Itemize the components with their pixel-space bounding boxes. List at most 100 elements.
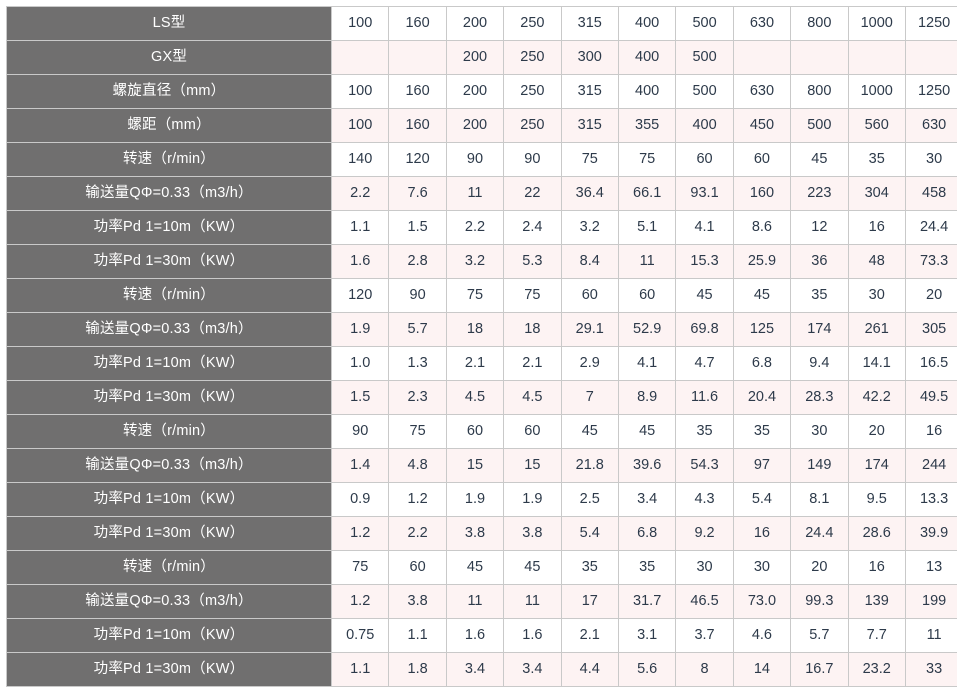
row-label-cell: 功率Pd 1=30m（KW） (7, 653, 332, 687)
data-cell: 35 (791, 279, 848, 313)
data-cell: 1.6 (332, 245, 389, 279)
data-cell: 1.1 (332, 211, 389, 245)
data-cell: 22 (504, 177, 561, 211)
data-cell: 120 (332, 279, 389, 313)
data-cell: 35 (676, 415, 733, 449)
data-cell: 5.4 (561, 517, 618, 551)
data-cell: 6.8 (733, 347, 790, 381)
data-cell: 11 (446, 585, 503, 619)
data-cell: 66.1 (618, 177, 675, 211)
data-cell: 15 (504, 449, 561, 483)
data-cell: 315 (561, 109, 618, 143)
data-cell: 199 (905, 585, 957, 619)
data-cell: 46.5 (676, 585, 733, 619)
data-cell: 9.4 (791, 347, 848, 381)
data-cell: 93.1 (676, 177, 733, 211)
data-cell: 2.5 (561, 483, 618, 517)
data-cell: 174 (848, 449, 905, 483)
data-cell: 60 (446, 415, 503, 449)
data-cell: 75 (504, 279, 561, 313)
data-cell: 28.3 (791, 381, 848, 415)
data-cell: 160 (733, 177, 790, 211)
row-label-cell: 螺距（mm） (7, 109, 332, 143)
data-cell: 200 (446, 75, 503, 109)
data-cell: 28.6 (848, 517, 905, 551)
data-cell: 200 (446, 41, 503, 75)
data-cell: 24.4 (791, 517, 848, 551)
data-cell: 7.7 (848, 619, 905, 653)
data-cell: 4.5 (446, 381, 503, 415)
data-cell (389, 41, 446, 75)
data-cell: 4.1 (618, 347, 675, 381)
row-label-cell: 转速（r/min） (7, 415, 332, 449)
data-cell: 223 (791, 177, 848, 211)
data-cell (332, 41, 389, 75)
data-cell: 250 (504, 7, 561, 41)
data-cell: 355 (618, 109, 675, 143)
data-cell: 8.6 (733, 211, 790, 245)
data-cell: 560 (848, 109, 905, 143)
data-cell: 45 (446, 551, 503, 585)
data-cell: 1.5 (389, 211, 446, 245)
data-cell: 90 (332, 415, 389, 449)
data-cell: 23.2 (848, 653, 905, 687)
data-cell: 300 (561, 41, 618, 75)
data-cell: 2.1 (561, 619, 618, 653)
data-cell: 3.4 (446, 653, 503, 687)
data-cell: 36.4 (561, 177, 618, 211)
data-cell (848, 41, 905, 75)
data-cell: 5.4 (733, 483, 790, 517)
data-cell (733, 41, 790, 75)
data-cell: 24.4 (905, 211, 957, 245)
data-cell: 13 (905, 551, 957, 585)
data-cell: 2.1 (504, 347, 561, 381)
data-cell: 31.7 (618, 585, 675, 619)
row-label-cell: 转速（r/min） (7, 143, 332, 177)
data-cell: 75 (561, 143, 618, 177)
data-cell: 12 (791, 211, 848, 245)
data-cell: 18 (446, 313, 503, 347)
data-cell: 1.6 (446, 619, 503, 653)
data-cell: 42.2 (848, 381, 905, 415)
data-cell: 4.7 (676, 347, 733, 381)
data-cell: 60 (561, 279, 618, 313)
data-cell: 0.9 (332, 483, 389, 517)
data-cell: 1.5 (332, 381, 389, 415)
data-cell: 250 (504, 75, 561, 109)
row-label-cell: 功率Pd 1=10m（KW） (7, 347, 332, 381)
data-cell: 1.0 (332, 347, 389, 381)
data-cell: 2.9 (561, 347, 618, 381)
row-label-cell: 功率Pd 1=30m（KW） (7, 381, 332, 415)
data-cell: 75 (389, 415, 446, 449)
data-cell: 35 (618, 551, 675, 585)
data-cell: 30 (676, 551, 733, 585)
data-cell: 2.1 (446, 347, 503, 381)
row-label-cell: 输送量QΦ=0.33（m3/h） (7, 585, 332, 619)
data-cell: 49.5 (905, 381, 957, 415)
data-cell: 1250 (905, 7, 957, 41)
data-cell: 16 (905, 415, 957, 449)
data-cell: 450 (733, 109, 790, 143)
data-cell: 1.2 (332, 517, 389, 551)
data-cell: 30 (791, 415, 848, 449)
data-cell: 400 (618, 75, 675, 109)
data-cell: 17 (561, 585, 618, 619)
data-cell: 75 (332, 551, 389, 585)
data-cell: 630 (733, 75, 790, 109)
data-cell: 315 (561, 7, 618, 41)
data-cell: 3.4 (504, 653, 561, 687)
data-cell: 1.4 (332, 449, 389, 483)
data-cell: 45 (791, 143, 848, 177)
data-cell: 60 (676, 143, 733, 177)
data-cell: 4.3 (676, 483, 733, 517)
